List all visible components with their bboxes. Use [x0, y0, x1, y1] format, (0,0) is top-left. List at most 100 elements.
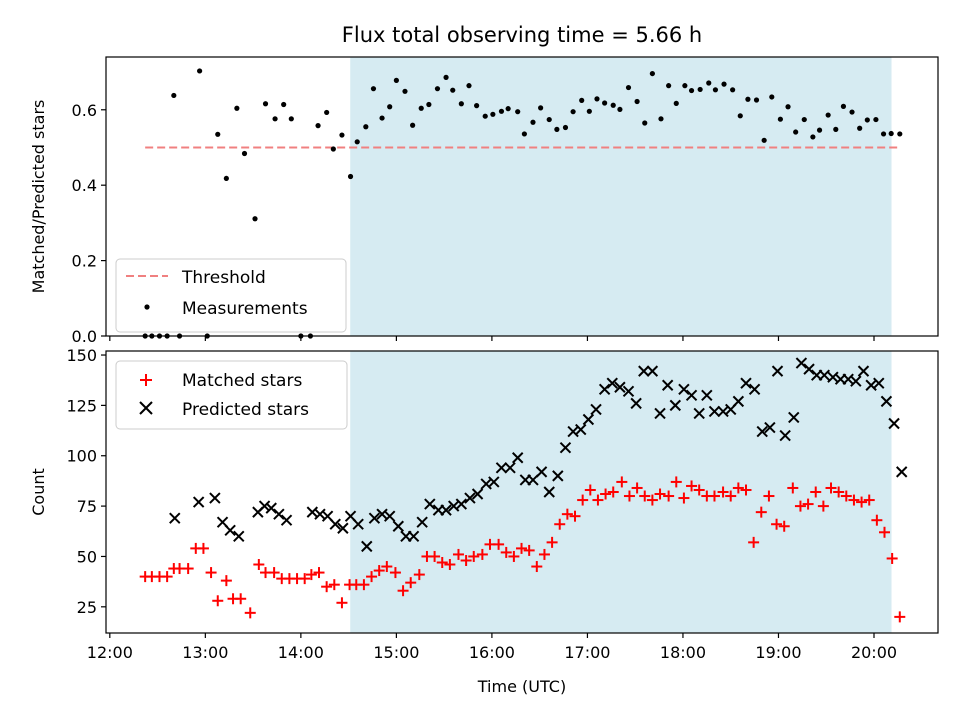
predicted-stars-point [756, 425, 768, 438]
observing-window-shade-bottom [350, 351, 892, 633]
matched-stars-point [436, 557, 448, 568]
y-tick-label: 125 [66, 396, 97, 415]
matched-stars-point [879, 526, 891, 538]
matched-stars-point [161, 571, 173, 583]
x-tick-label: 17:00 [564, 643, 610, 662]
measurement-point [880, 131, 887, 137]
predicted-stars-point [535, 466, 548, 478]
legend-predicted-label: Predicted stars [182, 400, 309, 420]
measurement-point [354, 139, 360, 145]
y-ticks-top: 0.0 0.2 0.4 0.6 [72, 101, 106, 346]
predicted-stars-point [209, 492, 221, 504]
measurement-point [721, 81, 727, 87]
matched-stars-point [389, 567, 401, 579]
measurement-point [379, 115, 385, 121]
matched-stars-point [871, 514, 883, 526]
count-panel: 25 50 75 100 125 150 12:00 13:00 14:00 15:00 16:0… [29, 346, 939, 696]
matched-stars-point [336, 597, 348, 609]
measurement-point [810, 134, 816, 140]
measurement-point [505, 106, 511, 112]
measurement-point [458, 101, 464, 107]
predicted-stars-point [440, 504, 452, 516]
matched-stars-point [321, 581, 333, 593]
matched-stars-point [220, 575, 232, 587]
y-tick-label: 100 [66, 447, 97, 466]
measurement-point [888, 130, 894, 137]
measurement-point [562, 124, 569, 131]
measurement-point [897, 131, 903, 137]
measurement-point [324, 109, 330, 116]
measurement-point [474, 103, 480, 109]
predicted-stars-point [265, 502, 277, 514]
predicted-stars-point [280, 514, 293, 526]
measurement-point [873, 116, 879, 123]
measurement-point [262, 101, 269, 107]
measurement-point [546, 116, 552, 123]
matched-stars-point [732, 482, 744, 494]
legend-frame-top [115, 258, 347, 333]
measurement-point [450, 87, 456, 93]
predicted-stars-point [850, 375, 862, 387]
matched-stars-point [561, 508, 573, 520]
observing-window-shade-top [350, 57, 892, 336]
predicted-stars-point [669, 399, 682, 412]
measurement-point [617, 106, 623, 113]
measurement-point [688, 87, 695, 94]
matched-stars-point [717, 486, 729, 498]
legend-measurements-label: Measurements [182, 299, 308, 319]
x-tick-label: 18:00 [660, 643, 706, 662]
predicted-stars-point [654, 407, 666, 420]
matched-stars-point [500, 546, 512, 558]
measurement-point [840, 103, 847, 109]
matched-stars-point [825, 482, 837, 494]
matched-stars-point [328, 579, 340, 591]
measurement-point [393, 77, 399, 83]
matched-stars-point [244, 607, 256, 619]
matched-stars-point [476, 548, 488, 560]
measurement-point [418, 105, 424, 111]
measurement-point [649, 70, 655, 77]
measurement-point [490, 111, 496, 117]
predicted-stars-point [329, 518, 341, 530]
measurement-point [642, 120, 648, 126]
matched-stars-point [569, 510, 581, 522]
predicted-stars-point [464, 492, 476, 504]
matched-stars-point [748, 536, 760, 548]
predicted-stars-point [224, 524, 236, 536]
matched-stars-point [452, 548, 464, 560]
measurement-point [697, 86, 703, 93]
measurement-point [761, 137, 767, 143]
predicted-stars-point [511, 452, 524, 464]
x-tick-label: 15:00 [373, 643, 419, 662]
measurement-point [410, 122, 416, 128]
chart-title: Flux total observing time = 5.66 h [342, 23, 702, 47]
measurement-point [737, 113, 743, 119]
matched-stars-point [508, 550, 520, 562]
measurement-point [801, 116, 807, 123]
y-tick-label: 25 [77, 598, 97, 617]
matched-stars-point [182, 563, 194, 575]
predicted-stars-point [258, 500, 271, 512]
predicted-stars-point [788, 411, 800, 424]
matched-stars-point [740, 484, 752, 496]
predicted-stars-point [368, 512, 381, 524]
matched-stars-point [794, 500, 806, 512]
predicted-stars-point [748, 383, 761, 395]
measurement-point [426, 101, 432, 108]
matched-stars-point [639, 490, 651, 502]
matched-stars-point [413, 569, 425, 581]
predicted-stars-point [392, 520, 405, 532]
matched-stars-point [405, 577, 417, 589]
measurement-point [443, 74, 449, 80]
matched-stars-point [235, 593, 247, 605]
predicted-stars-point [552, 470, 564, 482]
predicted-stars-point [455, 498, 468, 510]
measurement-point [816, 127, 823, 133]
measurement-point [785, 104, 791, 110]
measurement-point [833, 126, 839, 132]
measurement-point [594, 96, 600, 102]
matched-stars-point [460, 554, 472, 566]
measurement-point [402, 88, 408, 94]
predicted-stars-point [678, 383, 690, 395]
